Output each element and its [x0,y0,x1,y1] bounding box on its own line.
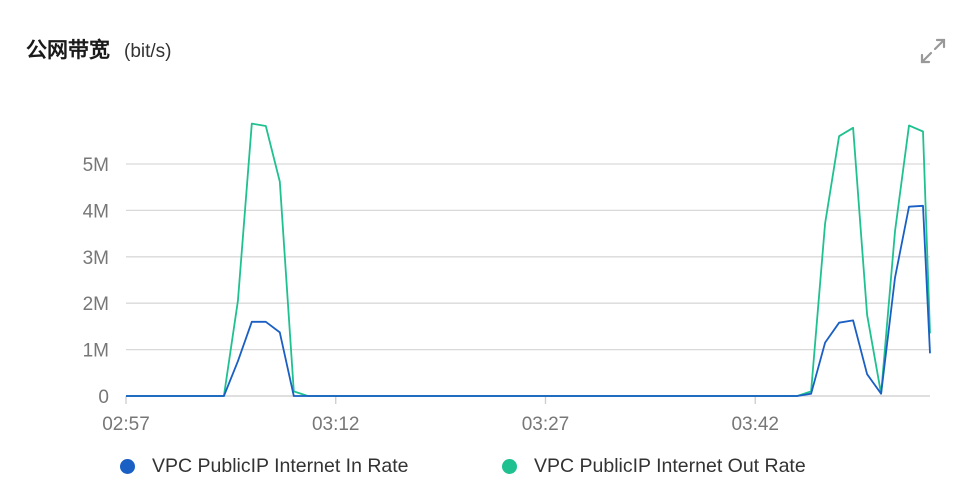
expand-arrows-icon[interactable] [918,36,948,66]
grid-lines [126,163,930,397]
y-tick-label: 2M [83,294,109,315]
x-axis-ticks: 02:57 03:12 03:27 03:42 [102,396,779,435]
x-tick-label: 03:12 [312,414,360,435]
chart-header: 公网带宽 (bit/s) [26,34,172,66]
y-tick-label: 0 [98,387,109,408]
series-lines [126,122,931,397]
y-tick-label: 5M [83,155,109,176]
legend-dot-out-rate [502,458,517,474]
y-tick-label: 3M [83,248,109,269]
y-tick-label: 1M [83,341,109,362]
legend-item-in-rate[interactable]: VPC PublicIP Internet In Rate [120,450,409,482]
line-chart: 0 1M 2M 3M 4M 5M 02:57 03:12 03:27 03:42 [83,122,931,435]
y-axis-ticks: 0 1M 2M 3M 4M 5M [83,155,109,408]
legend-dot-in-rate [120,458,135,474]
legend-label-out-rate: VPC PublicIP Internet Out Rate [534,454,806,477]
series-line-in-rate [126,204,931,397]
chart-unit: (bit/s) [124,41,172,62]
x-tick-label: 02:57 [102,414,150,435]
y-tick-label: 4M [83,201,109,222]
legend-item-out-rate[interactable]: VPC PublicIP Internet Out Rate [502,450,806,482]
chart-title: 公网带宽 [26,38,110,62]
chart-legend: VPC PublicIP Internet In Rate VPC Public… [0,450,964,482]
x-tick-label: 03:27 [522,414,570,435]
x-tick-label: 03:42 [731,414,779,435]
legend-label-in-rate: VPC PublicIP Internet In Rate [152,454,409,477]
